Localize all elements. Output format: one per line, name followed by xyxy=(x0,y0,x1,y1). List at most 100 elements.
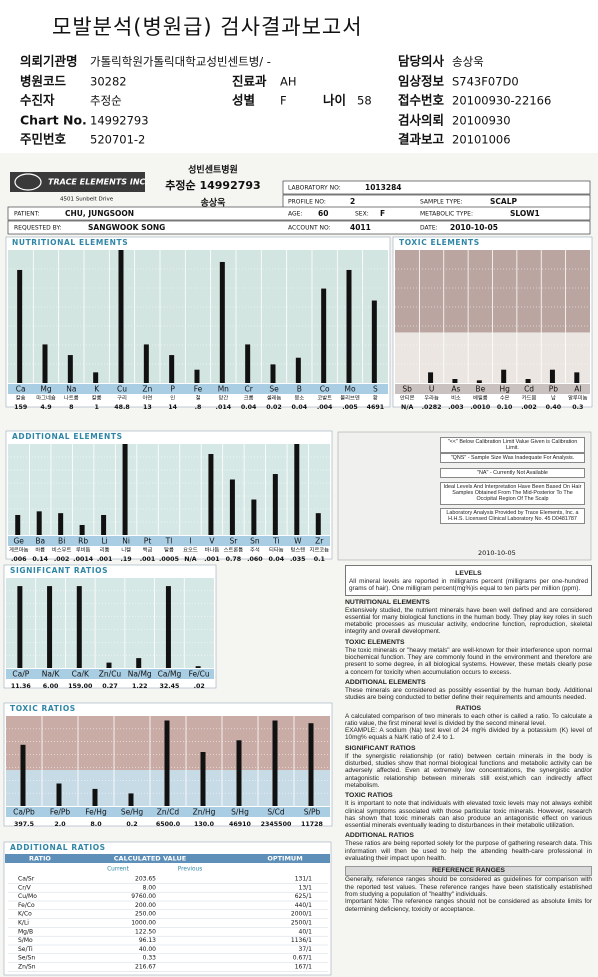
report-field-value: SANGWOOK SONG xyxy=(88,223,165,232)
field-label: 병원코드 xyxy=(20,74,67,89)
bar xyxy=(219,261,225,383)
note: Ideal Levels And Interpretation Have Bee… xyxy=(440,482,585,505)
section-heading: NUTRITIONAL ELEMENTS xyxy=(345,598,430,606)
field-value: 추정순 xyxy=(90,94,122,108)
stamp-text: 송상욱 xyxy=(201,197,226,209)
bar xyxy=(17,269,23,383)
stamp-text: 성빈센트병원 xyxy=(188,164,238,176)
column-label: Na/Mg xyxy=(128,670,152,679)
bar xyxy=(118,250,124,383)
section-paragraph: The toxic minerals or "heavy metals" are… xyxy=(345,646,592,676)
table-header-band xyxy=(5,854,330,863)
column-label: Pb xyxy=(549,385,559,394)
column-label: Zr xyxy=(315,537,324,546)
section-heading: LEVELS xyxy=(455,570,482,577)
column-name: 황 xyxy=(373,394,378,402)
column-label: B xyxy=(297,385,302,394)
column-label: P xyxy=(170,385,175,394)
table-optimum: 0.67/1 xyxy=(293,955,312,962)
bar xyxy=(245,344,251,383)
column-name: 수은 xyxy=(500,395,510,402)
column-name: 카드뮴 xyxy=(522,394,537,402)
section-paragraph: These ratios are being reported solely f… xyxy=(345,840,592,863)
field-value: 520701-2 xyxy=(90,133,145,147)
column-name: 바륨 xyxy=(35,546,45,554)
column-label: Fe/Pb xyxy=(50,808,71,817)
column-name: 루비듐 xyxy=(76,546,91,554)
bar xyxy=(47,586,53,668)
column-value: .005 xyxy=(342,404,358,411)
bar xyxy=(525,379,531,383)
section-heading: ADDITIONAL RATIOS xyxy=(345,832,414,840)
section-heading: TOXIC ELEMENTS xyxy=(345,638,405,646)
column-value: 11.36 xyxy=(11,683,32,690)
column-label: Ca/P xyxy=(12,670,29,679)
column-name: 구리 xyxy=(117,394,127,402)
field-label: 담당의사 xyxy=(398,54,445,69)
section-paragraph: These minerals are considered as possibl… xyxy=(345,686,592,702)
column-value: .006 xyxy=(11,556,27,563)
report-field-label: DATE: xyxy=(420,225,438,232)
field-label: 성별 xyxy=(232,93,255,108)
report-field-value: CHU, JUNGSOON xyxy=(65,209,134,218)
column-value: .001 xyxy=(140,556,156,563)
field-value: 14992793 xyxy=(90,114,149,128)
column-value: 0.02 xyxy=(266,404,282,411)
column-label: As xyxy=(451,385,460,394)
logo-address: 4501 Sunbelt Drive xyxy=(60,197,114,203)
field-label: 결과보고 xyxy=(398,132,445,147)
table-current: 96.13 xyxy=(139,937,156,944)
table-optimum: 625/1 xyxy=(295,893,312,900)
column-label: Sn xyxy=(250,537,260,546)
bar xyxy=(128,793,134,806)
notes-date: 2010-10-05 xyxy=(478,549,516,557)
table-optimum: 37/1 xyxy=(299,946,313,953)
column-label: Sb xyxy=(402,385,412,394)
table-optimum: 13/1 xyxy=(299,884,313,891)
column-name: 바나듐 xyxy=(205,546,220,554)
column-name: 비소 xyxy=(451,394,461,402)
column-value: 48.8 xyxy=(114,404,130,411)
column-label: Fe xyxy=(194,385,203,394)
field-label: 접수번호 xyxy=(398,93,445,108)
plot-background xyxy=(8,250,388,383)
column-label: S/Hg xyxy=(231,808,249,817)
column-value: 0.14 xyxy=(32,556,48,563)
table-current: 9760.00 xyxy=(131,893,156,900)
report-field-value: F xyxy=(380,209,385,218)
column-name: 니켈 xyxy=(121,546,131,554)
bar xyxy=(236,740,242,806)
field-label: 진료과 xyxy=(232,74,267,89)
note: Laboratory Analysis Provided by Trace El… xyxy=(440,508,585,525)
column-label: Co xyxy=(320,385,330,394)
column-value: 13 xyxy=(143,404,152,411)
column-name: 철 xyxy=(196,394,201,402)
table-ratio: Cu/Mo xyxy=(18,893,37,900)
column-value: 159 xyxy=(14,404,27,411)
column-label: S/Pb xyxy=(304,808,321,817)
column-value: 0.04 xyxy=(269,556,285,563)
column-name: 마그네슘 xyxy=(36,394,56,402)
column-value: 0.04 xyxy=(241,404,257,411)
column-value: .002 xyxy=(521,404,537,411)
bar xyxy=(15,514,21,535)
table-current: 8.00 xyxy=(143,884,157,891)
label-band xyxy=(8,384,388,394)
column-label: Cd xyxy=(524,385,534,394)
column-value: 0.1 xyxy=(314,556,325,563)
report-field-label: LABORATORY NO: xyxy=(288,185,341,192)
bar xyxy=(143,344,149,383)
column-name: 셀레늄 xyxy=(267,394,282,402)
explanations: LEVELS All mineral levels are reported in… xyxy=(345,565,592,975)
column-name: 리튬 xyxy=(100,546,110,554)
column-label: Bi xyxy=(58,537,65,546)
column-label: U xyxy=(429,385,435,394)
table-current: 200.00 xyxy=(135,902,156,909)
section-heading: TOXIC RATIOS xyxy=(345,792,393,800)
table-frame xyxy=(3,841,332,976)
report-field-value: 1013284 xyxy=(365,183,402,192)
bar xyxy=(36,511,42,535)
column-name: 몰리브덴 xyxy=(340,394,360,402)
column-label: Rb xyxy=(78,537,88,546)
